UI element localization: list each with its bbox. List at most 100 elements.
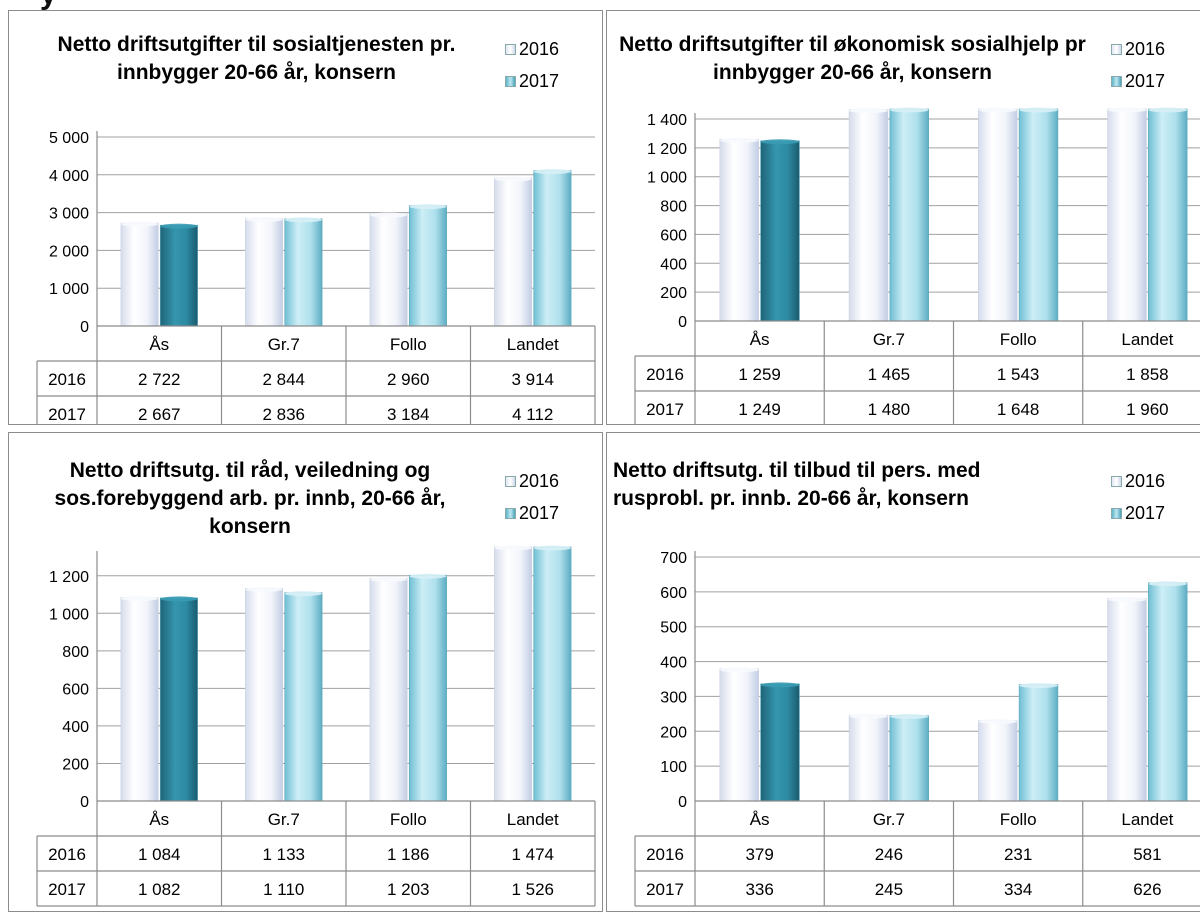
legend-item-2016: 2016 — [505, 469, 559, 493]
data-label: 2 722 — [138, 370, 181, 389]
bar-cap — [120, 596, 159, 602]
bar-2016-Landet — [1107, 598, 1147, 802]
y-tick-label: 700 — [660, 550, 687, 567]
category-label: Follo — [390, 810, 427, 829]
bar-2016-Gr.7 — [848, 714, 889, 802]
bar-cap — [1019, 683, 1058, 689]
data-label: 1 960 — [1126, 400, 1169, 419]
bar-cap — [494, 176, 532, 182]
y-tick-label: 100 — [660, 759, 687, 776]
y-tick-label: 4 000 — [49, 168, 89, 185]
bar-cap — [978, 718, 1018, 724]
bar-cap — [1148, 581, 1188, 587]
category-label: Follo — [1000, 810, 1037, 829]
y-tick-label: 1 200 — [647, 141, 687, 158]
legend-item-2017: 2017 — [1111, 69, 1165, 93]
bar-2017-Follo — [408, 205, 447, 327]
category-label: Ås — [149, 335, 169, 354]
data-label: 1 203 — [387, 880, 430, 899]
y-tick-label: 2 000 — [49, 243, 89, 260]
bar-2017-Landet — [533, 170, 572, 327]
y-tick-label: 0 — [80, 794, 89, 811]
legend-item-2017: 2017 — [505, 69, 559, 93]
bar-cap — [533, 545, 572, 551]
bar-cap — [719, 667, 759, 673]
y-tick-label: 3 000 — [49, 206, 89, 223]
legend-swatch-2016 — [505, 475, 516, 487]
chart-plot: 0 200 400 600 800 1 000 1 200 1 400 Ås Gr.7 Follo L… — [634, 107, 1200, 424]
y-tick-label: 1 000 — [647, 170, 687, 187]
category-label: Ås — [750, 810, 770, 829]
bar-cap — [409, 573, 447, 579]
chart-legend: 2016 2017 — [505, 37, 559, 101]
data-label: 1 133 — [262, 845, 305, 864]
bar-cap — [245, 216, 283, 222]
data-label: 2 836 — [262, 405, 305, 424]
bar-cap — [1107, 107, 1147, 113]
data-label: 1 110 — [263, 880, 304, 899]
chart-plot: 0 200 400 600 800 1 000 1 200 Ås Gr.7 Follo Landet… — [36, 545, 596, 907]
category-label: Landet — [1121, 330, 1173, 349]
bar-2016-Ås — [120, 597, 159, 802]
legend-item-2017: 2017 — [505, 501, 559, 525]
bar-cap — [369, 212, 408, 218]
category-label: Follo — [390, 335, 427, 354]
data-label: 581 — [1133, 845, 1161, 864]
y-tick-label: 200 — [660, 724, 687, 741]
category-label: Ås — [750, 330, 770, 349]
legend-item-2016: 2016 — [1111, 37, 1165, 61]
data-label: 1 648 — [997, 400, 1040, 419]
category-label: Gr.7 — [268, 335, 300, 354]
legend-label: 2016 — [1125, 470, 1166, 491]
bar-cap — [1148, 107, 1188, 113]
bar-2017-Gr.7 — [284, 592, 323, 802]
bar-cap — [1107, 596, 1147, 602]
category-label: Ås — [149, 810, 169, 829]
y-tick-label: 800 — [62, 644, 89, 661]
bar-2016-Follo — [369, 213, 408, 327]
chart-legend: 2016 2017 — [1111, 469, 1165, 533]
bar-2016-Follo — [369, 578, 408, 802]
category-label: Follo — [1000, 330, 1037, 349]
table-series-label: 2017 — [48, 880, 86, 899]
bar-2017-Follo — [1018, 108, 1059, 322]
legend-item-2017: 2017 — [1111, 501, 1165, 525]
bar-2016-Landet — [494, 177, 533, 327]
data-label: 2 667 — [138, 405, 181, 424]
legend-label: 2017 — [1125, 70, 1166, 91]
data-label: 1 186 — [387, 845, 430, 864]
bar-cap — [889, 107, 929, 113]
y-tick-label: 600 — [62, 681, 89, 698]
page-heading-fragment: y — [40, 0, 57, 10]
data-label: 1 465 — [868, 365, 911, 384]
table-series-label: 2017 — [646, 880, 684, 899]
chart-panel-rusproblemer: Netto driftsutg. til tilbud til pers. me… — [606, 432, 1200, 912]
y-tick-label: 200 — [660, 285, 687, 302]
bar-2016-Gr.7 — [848, 109, 889, 322]
bar-cap — [160, 596, 198, 602]
legend-swatch-2016 — [1111, 43, 1122, 55]
y-tick-label: 0 — [678, 314, 687, 331]
table-series-label: 2016 — [646, 845, 684, 864]
bar-2017-Follo — [408, 574, 447, 802]
category-label: Gr.7 — [873, 330, 905, 349]
data-label: 1 543 — [997, 365, 1040, 384]
chart-title: Netto driftsutg. til tilbud til pers. me… — [613, 459, 981, 510]
bar-2017-Ås — [760, 140, 800, 322]
bar-2016-Follo — [978, 720, 1018, 802]
category-label: Landet — [1121, 810, 1173, 829]
table-series-label: 2017 — [646, 400, 684, 419]
chart-panel-okonomisk-sosialhjelp: Netto driftsutgifter til økonomisk sosia… — [606, 10, 1200, 425]
data-label: 3 184 — [387, 405, 430, 424]
bar-cap — [978, 107, 1018, 113]
bar-cap — [719, 137, 759, 143]
bar-cap — [889, 714, 929, 720]
y-tick-label: 1 000 — [49, 281, 89, 298]
category-label: Gr.7 — [873, 810, 905, 829]
y-tick-label: 1 400 — [647, 112, 687, 129]
legend-label: 2017 — [519, 502, 560, 523]
bar-2016-Ås — [120, 222, 159, 327]
legend-label: 2017 — [1125, 502, 1166, 523]
data-label: 1 474 — [511, 845, 554, 864]
legend-label: 2016 — [519, 470, 560, 491]
